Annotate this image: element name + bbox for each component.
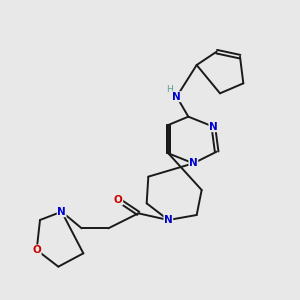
Text: N: N [57,207,66,217]
Text: N: N [209,122,218,132]
Text: N: N [164,215,173,225]
Text: O: O [32,245,41,255]
Text: O: O [114,195,123,205]
Text: N: N [189,158,198,168]
Text: N: N [172,92,181,102]
Text: H: H [166,85,172,94]
